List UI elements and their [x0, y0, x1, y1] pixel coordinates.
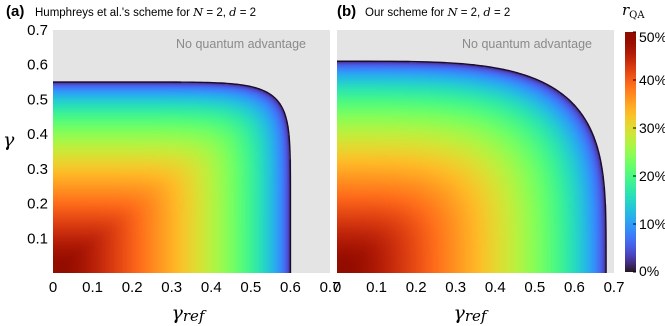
colorbar-tick-label: 40% [639, 72, 665, 88]
panel-a-xtick-label: 0 [49, 279, 57, 296]
panel-a-ytick-label: 0.6 [27, 57, 48, 74]
colorbar-tick-label: 0% [639, 263, 659, 279]
panel-b-title: Our scheme for N = 2, d = 2 [365, 5, 510, 19]
colorbar-tick-label: 10% [639, 216, 665, 232]
panel-b-xtick-label: 0.1 [366, 279, 387, 296]
panel-a-ticks: 0 0.1 0.2 0.3 0.4 0.5 0.6 0.7 0.1 0.2 0.3 0.4 0.5 0.6… [27, 22, 340, 296]
panel-a-heatmap [53, 30, 330, 273]
panel-a-ytick-label: 0.7 [27, 22, 48, 39]
panel-a: No quantum advantage (a) Humphreys et al… [3, 3, 340, 325]
colorbar-tick-label: 30% [639, 120, 665, 136]
panel-a-xtick-label: 0.4 [201, 279, 222, 296]
panel-b-region-label: No quantum advantage [462, 37, 592, 51]
colorbar: rQA 0% 10% 20% 30% 40% 50% [622, 1, 665, 279]
panel-a-xtick-label: 0.6 [280, 279, 301, 296]
colorbar-gradient [625, 32, 636, 272]
panel-b-xtick-label: 0.3 [445, 279, 466, 296]
panel-b-boundary-curve [336, 60, 607, 274]
panel-b-heatmap [337, 30, 614, 273]
panel-a-letter: (a) [6, 3, 24, 20]
colorbar-label: rQA [622, 1, 645, 21]
panel-b-xlabel: γref [454, 302, 489, 325]
panel-b: No quantum advantage (b) Our scheme for … [333, 3, 625, 325]
panel-b-xtick-label: 0.2 [406, 279, 427, 296]
panel-b-xtick-label: 0.5 [524, 279, 545, 296]
panel-b-xtick-label: 0.7 [604, 279, 625, 296]
panel-a-ytick-label: 0.5 [27, 91, 48, 108]
panel-a-xtick-label: 0.2 [122, 279, 143, 296]
panel-a-xtick-label: 0.1 [82, 279, 103, 296]
colorbar-tick-label: 20% [639, 168, 665, 184]
panel-b-xtick-label: 0.6 [564, 279, 585, 296]
panel-b-ticks: 0 0.1 0.2 0.3 0.4 0.5 0.6 0.7 [333, 279, 625, 296]
colorbar-tick-label: 50% [639, 29, 665, 45]
panel-a-xtick-label: 0.7 [320, 279, 341, 296]
panel-a-ylabel: γ [3, 129, 15, 151]
panel-a-xtick-label: 0.3 [161, 279, 182, 296]
panel-b-letter: (b) [337, 3, 356, 20]
panel-a-ytick-label: 0.1 [27, 230, 48, 247]
panel-a-region-label: No quantum advantage [176, 37, 306, 51]
panel-a-ytick-label: 0.3 [27, 161, 48, 178]
panel-a-xtick-label: 0.5 [240, 279, 261, 296]
colorbar-ticks: 0% 10% 20% 30% 40% 50% [633, 29, 665, 279]
panel-a-ytick-label: 0.2 [27, 196, 48, 213]
panel-b-xtick-label: 0 [333, 279, 341, 296]
panel-a-ytick-label: 0.4 [27, 126, 48, 143]
panel-a-boundary-curve [53, 81, 292, 274]
panel-b-xtick-label: 0.4 [485, 279, 506, 296]
panel-a-xlabel: γref [172, 302, 207, 325]
panel-a-title: Humphreys et al.'s scheme for N = 2, d =… [35, 5, 256, 19]
